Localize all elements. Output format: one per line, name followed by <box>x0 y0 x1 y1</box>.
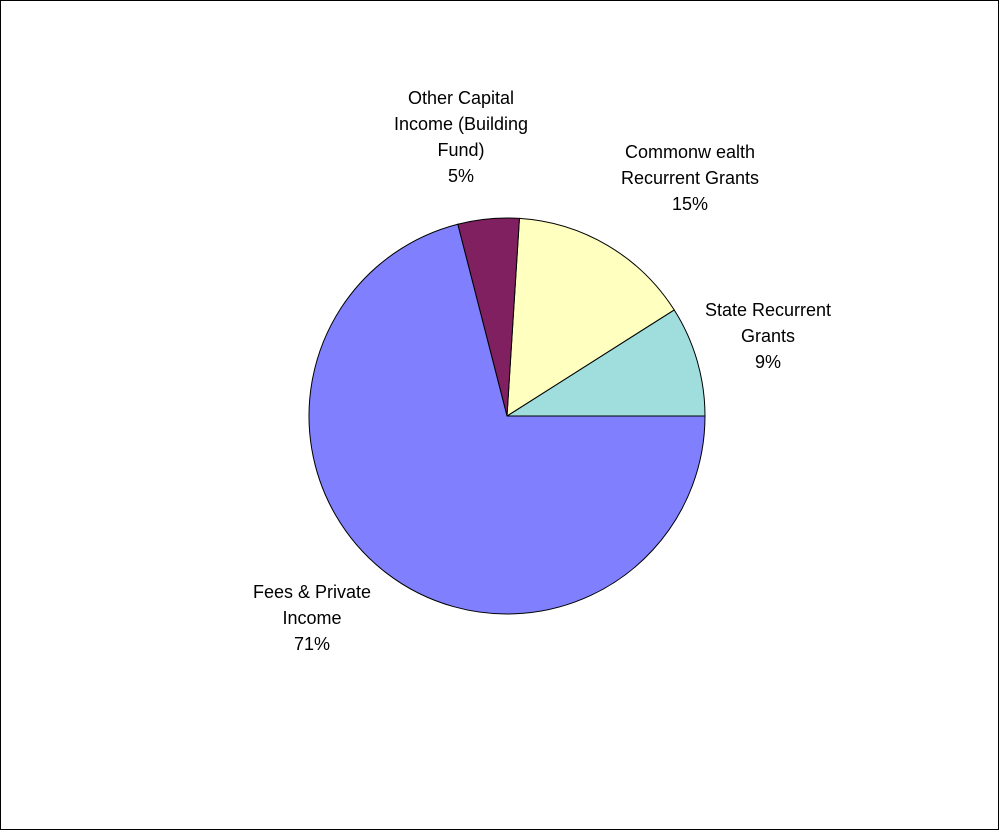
slices-layer <box>308 217 706 615</box>
slice-category-label: Other Capital <box>408 88 514 108</box>
slice-label-3: Fees & Private Income 71% <box>253 582 371 654</box>
slice-value-label: 71% <box>294 634 330 654</box>
slice-category-label: Income <box>282 608 341 628</box>
slice-label-2: Other Capital Income (Building Fund) 5% <box>394 88 528 186</box>
slice-value-label: 9% <box>755 352 781 372</box>
labels-layer: State Recurrent Grants 9% Commonw ealth Recu… <box>253 88 831 654</box>
slice-category-label: State Recurrent <box>705 300 831 320</box>
slice-value-label: 5% <box>448 166 474 186</box>
pie-slice-3 <box>308 223 706 615</box>
pie-slice-1 <box>506 217 675 417</box>
slice-category-label: Grants <box>741 326 795 346</box>
slice-category-label: Income (Building <box>394 114 528 134</box>
pie-slice-0 <box>505 309 706 417</box>
slice-category-label: Recurrent Grants <box>621 168 759 188</box>
slice-category-label: Fees & Private <box>253 582 371 602</box>
slice-category-label: Commonw ealth <box>625 142 755 162</box>
slice-label-0: State Recurrent Grants 9% <box>705 300 831 372</box>
slice-value-label: 15% <box>672 194 708 214</box>
slice-category-label: Fund) <box>437 140 484 160</box>
slice-label-1: Commonw ealth Recurrent Grants 15% <box>621 142 759 214</box>
